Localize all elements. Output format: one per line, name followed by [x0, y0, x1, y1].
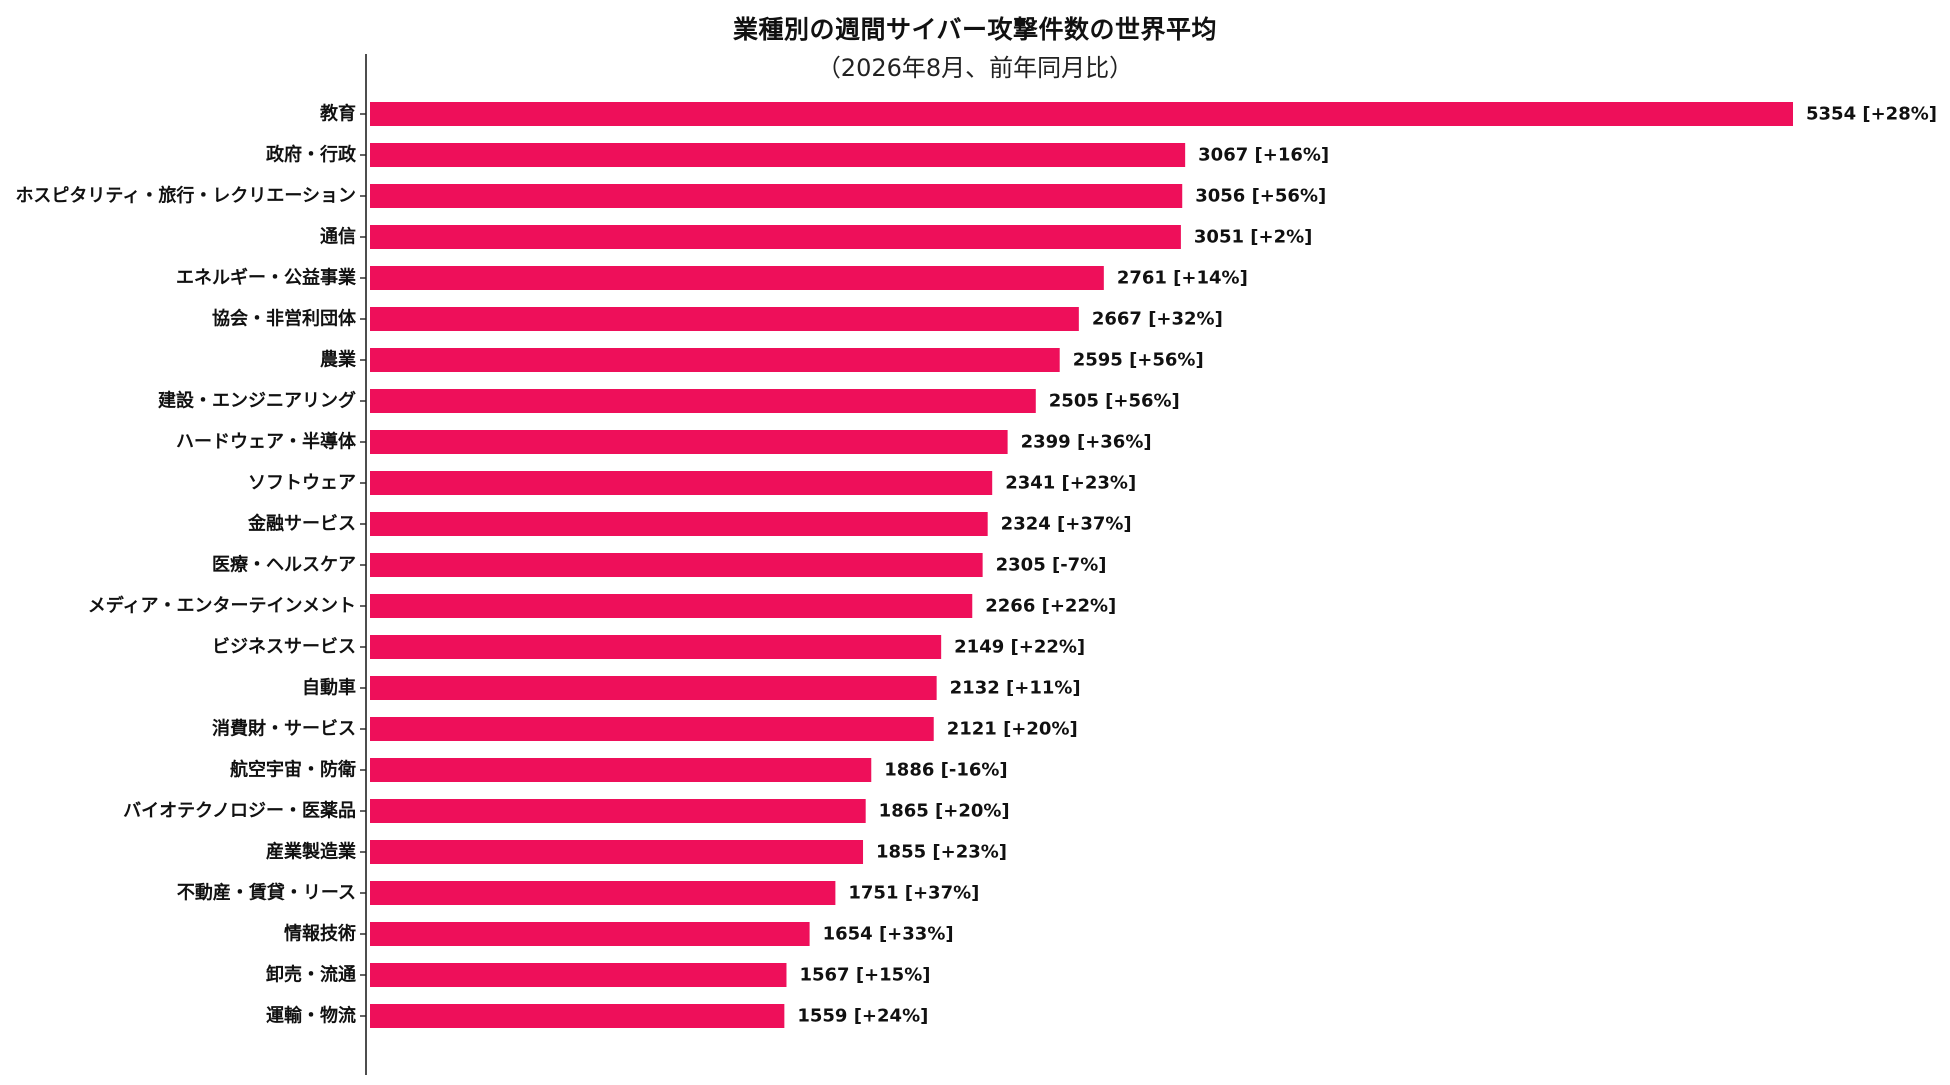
category-label: メディア・エンターテインメント [88, 595, 356, 617]
category-label: ソフトウェア [248, 473, 356, 494]
category-label: 運輸・物流 [266, 1005, 356, 1027]
category-label: 情報技術 [284, 923, 356, 945]
bar [370, 389, 1036, 413]
chart-subtitle: （2026年8月、前年同月比） [816, 54, 1134, 82]
category-label: 金融サービス [247, 513, 356, 535]
value-label: 5354 [+28%] [1806, 104, 1937, 125]
category-label: バイオテクノロジー・医薬品 [123, 801, 356, 822]
value-label: 2305 [-7%] [996, 555, 1107, 576]
category-label: 協会・非営利団体 [212, 308, 357, 330]
value-label: 1886 [-16%] [884, 760, 1007, 781]
value-label: 2399 [+36%] [1021, 432, 1152, 453]
category-label: 不動産・賃貸・リース [177, 882, 356, 904]
bar [370, 184, 1183, 208]
category-label: 政府・行政 [266, 144, 357, 166]
bar [370, 717, 934, 741]
category-label: 農業 [320, 349, 357, 371]
bar [370, 881, 836, 905]
bar [370, 225, 1181, 249]
bar [370, 430, 1008, 454]
value-label: 3056 [+56%] [1195, 186, 1326, 207]
category-label: 産業製造業 [266, 841, 357, 863]
category-label: 通信 [320, 226, 356, 248]
bar [370, 143, 1186, 167]
category-label: 消費財・サービス [212, 718, 356, 740]
bar [370, 307, 1079, 331]
bar [370, 594, 973, 618]
value-label: 2505 [+56%] [1049, 391, 1180, 412]
value-label: 1567 [+15%] [799, 965, 930, 986]
bar [370, 676, 937, 700]
value-label: 1751 [+37%] [848, 883, 979, 904]
value-label: 2266 [+22%] [985, 596, 1116, 617]
value-label: 1865 [+20%] [879, 801, 1010, 822]
category-label: 医療・ヘルスケア [212, 554, 356, 576]
value-label: 3051 [+2%] [1194, 227, 1312, 248]
category-label: ハードウェア・半導体 [176, 431, 357, 453]
category-label: 教育 [320, 103, 356, 125]
bar [370, 922, 810, 946]
value-label: 2121 [+20%] [947, 719, 1078, 740]
bar [370, 758, 872, 782]
bar [370, 348, 1060, 372]
bar [370, 799, 866, 823]
bar [370, 963, 787, 987]
category-label: 航空宇宙・防衛 [230, 759, 356, 781]
value-label: 2761 [+14%] [1117, 268, 1248, 289]
category-label: 建設・エンジニアリング [158, 390, 356, 412]
bar [370, 266, 1104, 290]
bar [370, 102, 1793, 126]
bar [370, 471, 993, 495]
value-label: 1654 [+33%] [823, 924, 954, 945]
bars-layer: 教育 5354 [+28%] 政府・行政 3067 [+16%] ホスピタリティ・旅行・… [15, 102, 1937, 1028]
bar [370, 1004, 785, 1028]
bar [370, 840, 864, 864]
value-label: 2324 [+37%] [1001, 514, 1132, 535]
category-label: ホスピタリティ・旅行・レクリエーション [15, 185, 356, 207]
bar [370, 635, 942, 659]
value-label: 1559 [+24%] [797, 1006, 928, 1027]
bar [370, 512, 988, 536]
value-label: 2341 [+23%] [1005, 473, 1136, 494]
category-label: 卸売・流通 [266, 964, 356, 986]
value-label: 2667 [+32%] [1092, 309, 1223, 330]
bar [370, 553, 983, 577]
category-label: ビジネスサービス [212, 637, 356, 658]
category-label: 自動車 [302, 677, 356, 699]
value-label: 1855 [+23%] [876, 842, 1007, 863]
value-label: 2132 [+11%] [950, 678, 1081, 699]
chart-title: 業種別の週間サイバー攻撃件数の世界平均 [732, 15, 1217, 44]
value-label: 2149 [+22%] [954, 637, 1085, 658]
category-label: エネルギー・公益事業 [176, 267, 357, 289]
value-label: 3067 [+16%] [1198, 145, 1329, 166]
value-label: 2595 [+56%] [1073, 350, 1204, 371]
